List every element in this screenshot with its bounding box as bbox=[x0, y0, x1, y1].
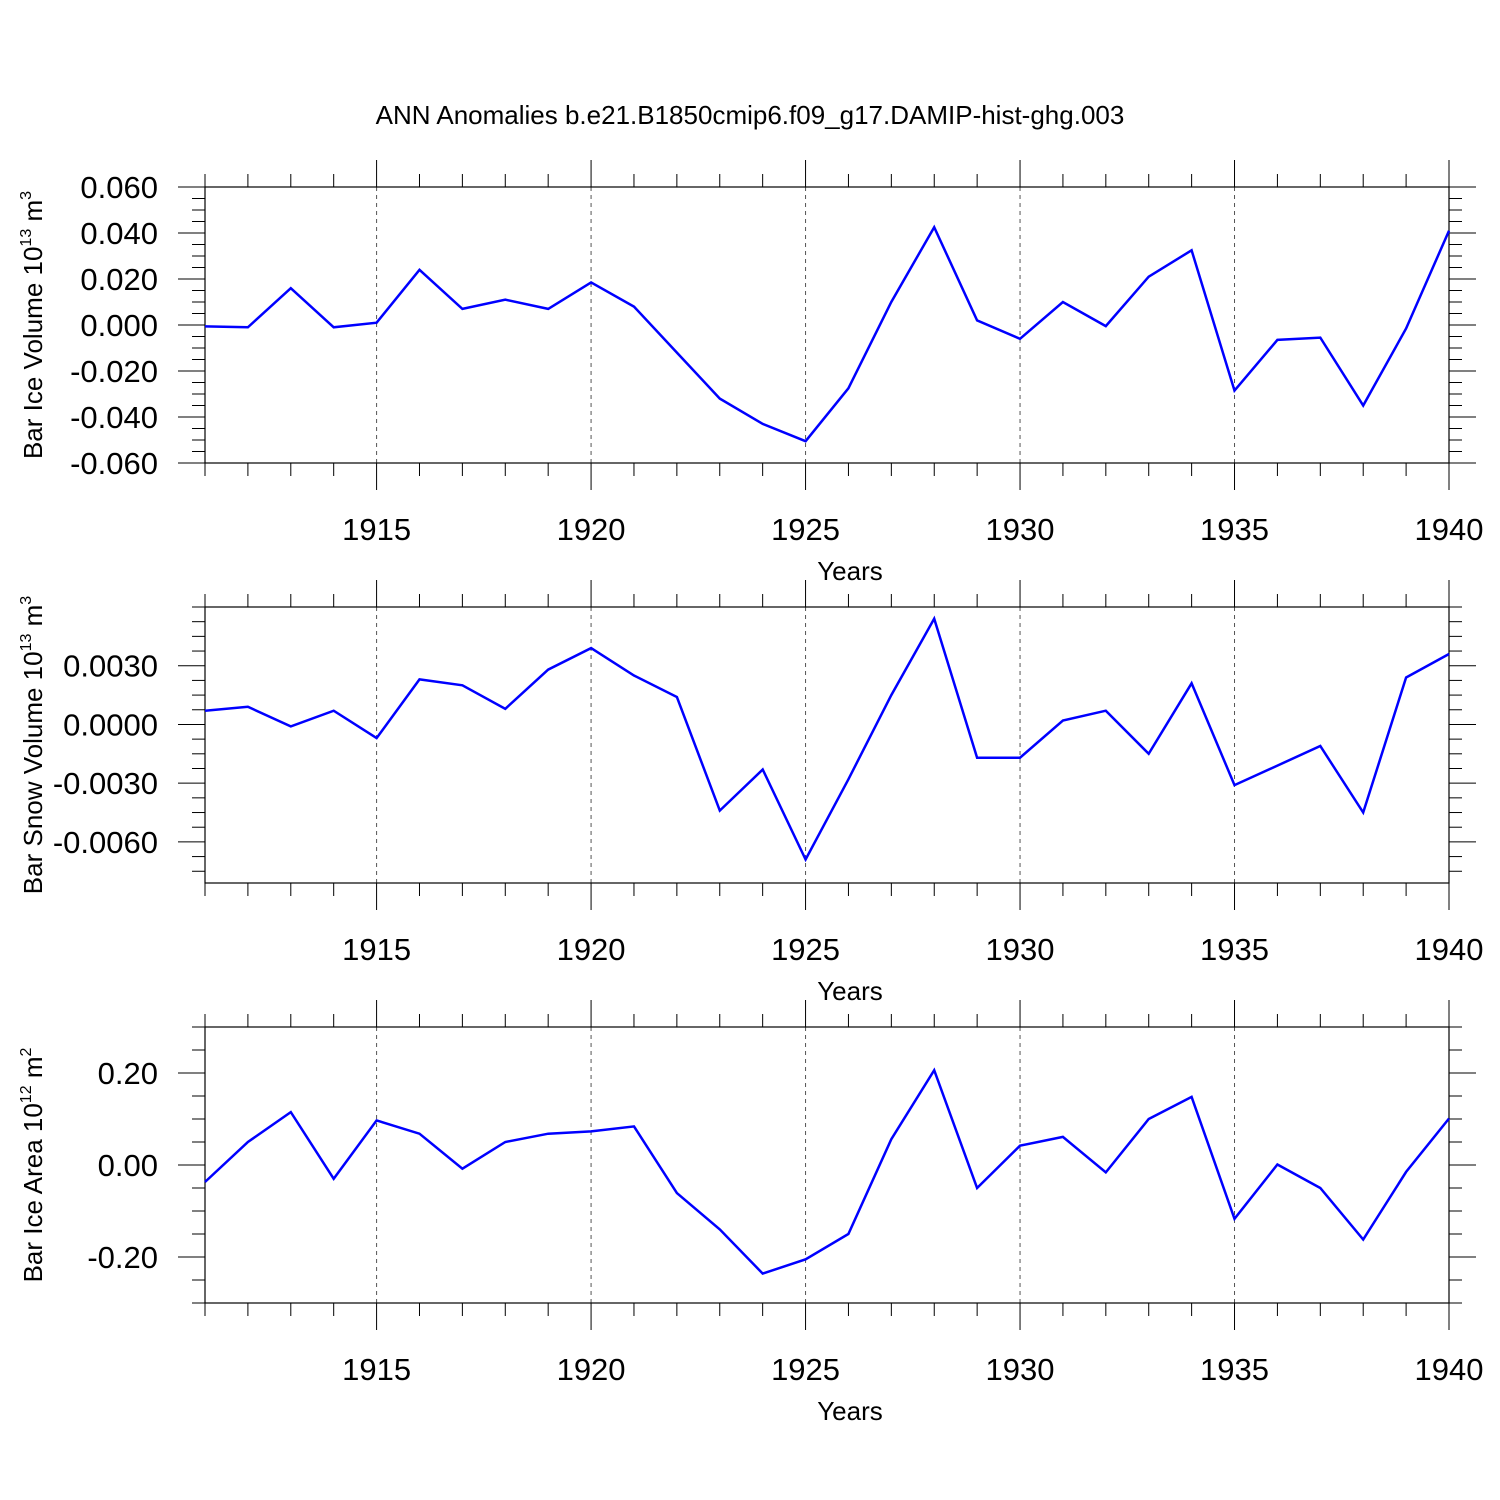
y-axis-label-part: m bbox=[18, 1056, 48, 1085]
x-tick-label: 1915 bbox=[342, 1352, 411, 1387]
x-tick-label: 1940 bbox=[1415, 512, 1484, 547]
plot-frame bbox=[204, 186, 1450, 464]
plot-frame bbox=[204, 1026, 1450, 1304]
series-line bbox=[204, 224, 1451, 443]
series-line bbox=[204, 1067, 1450, 1276]
y-tick-label: 0.0030 bbox=[63, 649, 158, 684]
x-axis-label: Years bbox=[817, 976, 883, 1006]
x-tick-label: 1920 bbox=[557, 932, 626, 967]
y-tick-label: 0.0000 bbox=[63, 707, 158, 742]
x-tick-label: 1930 bbox=[986, 512, 1055, 547]
x-tick-label: 1935 bbox=[1200, 932, 1269, 967]
y-axis-label-part: 3 bbox=[18, 596, 35, 605]
x-tick-label: 1925 bbox=[771, 1352, 840, 1387]
y-tick-label: 0.040 bbox=[80, 216, 158, 251]
x-tick-label: 1925 bbox=[771, 932, 840, 967]
x-axis-label: Years bbox=[817, 556, 883, 586]
y-tick-label: -0.20 bbox=[87, 1240, 158, 1275]
x-tick-label: 1920 bbox=[557, 512, 626, 547]
y-tick-label: -0.0030 bbox=[53, 766, 158, 801]
panel-3: 1915 1920 1925 1930 1935 1940 -0.20 0.00 0.20 Yea… bbox=[18, 1000, 1483, 1426]
x-tick-label: 1935 bbox=[1200, 1352, 1269, 1387]
series-line bbox=[204, 615, 1450, 863]
y-tick-label: -0.060 bbox=[70, 446, 158, 481]
y-axis-label-part: 3 bbox=[18, 191, 35, 200]
x-tick-label: 1915 bbox=[342, 932, 411, 967]
y-axis-label-part: Bar Ice Volume 10 bbox=[18, 247, 48, 459]
x-tick-label: 1920 bbox=[557, 1352, 626, 1387]
y-axis-label: Bar Snow Volume 1013 m3 bbox=[18, 596, 48, 895]
y-axis-label-part: m bbox=[18, 200, 48, 229]
y-tick-label: -0.0060 bbox=[53, 825, 158, 860]
x-tick-label: 1940 bbox=[1415, 1352, 1484, 1387]
panel-1: 1915 1920 1925 1930 1935 1940 -0.060 -0.040 -0.0… bbox=[18, 160, 1483, 586]
y-axis-label-part: 2 bbox=[18, 1047, 35, 1056]
panel-2: 1915 1920 1925 1930 1935 1940 -0.0060 -0.0030 0.… bbox=[18, 580, 1483, 1006]
chart-title: ANN Anomalies b.e21.B1850cmip6.f09_g17.D… bbox=[376, 100, 1125, 130]
x-tick-label: 1935 bbox=[1200, 512, 1269, 547]
y-axis-label-part: m bbox=[18, 605, 48, 634]
y-axis-label-part: 13 bbox=[18, 229, 35, 247]
x-tick-label: 1915 bbox=[342, 512, 411, 547]
y-tick-label: 0.020 bbox=[80, 262, 158, 297]
panels: 1915 1920 1925 1930 1935 1940 -0.060 -0.040 -0.0… bbox=[18, 160, 1483, 1426]
x-tick-label: 1925 bbox=[771, 512, 840, 547]
y-axis-label: Bar Ice Volume 1013 m3 bbox=[18, 191, 48, 459]
x-tick-label: 1930 bbox=[986, 932, 1055, 967]
y-axis-label-part: Bar Snow Volume 10 bbox=[18, 651, 48, 894]
x-tick-label: 1940 bbox=[1415, 932, 1484, 967]
y-tick-label: -0.040 bbox=[70, 400, 158, 435]
y-axis-label-part: 13 bbox=[18, 633, 35, 651]
y-tick-label: -0.020 bbox=[70, 354, 158, 389]
plot-frame bbox=[204, 606, 1450, 884]
x-axis-label: Years bbox=[817, 1396, 883, 1426]
y-tick-label: 0.00 bbox=[98, 1148, 158, 1183]
y-axis-label-part: Bar Ice Area 10 bbox=[18, 1103, 48, 1282]
y-axis-label: Bar Ice Area 1012 m2 bbox=[18, 1047, 48, 1282]
y-tick-label: 0.000 bbox=[80, 308, 158, 343]
y-tick-label: 0.060 bbox=[80, 170, 158, 205]
x-tick-label: 1930 bbox=[986, 1352, 1055, 1387]
y-axis-label-part: 12 bbox=[18, 1085, 35, 1103]
y-tick-label: 0.20 bbox=[98, 1056, 158, 1091]
